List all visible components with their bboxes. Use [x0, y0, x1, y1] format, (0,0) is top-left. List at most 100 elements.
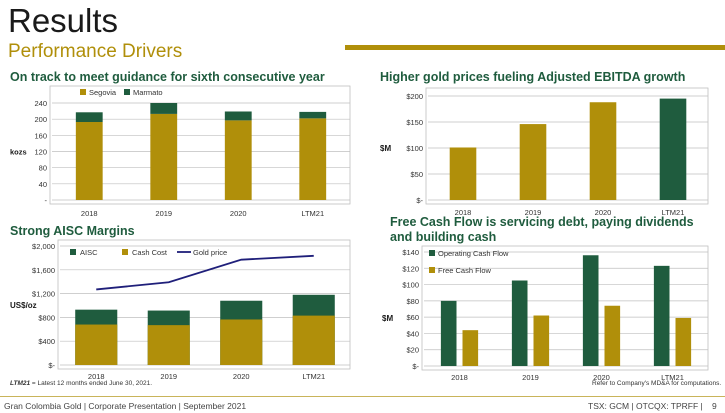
y-axis-label: $M: [382, 314, 393, 323]
x-tick-label: 2020: [230, 209, 247, 218]
x-tick-label: LTM21: [662, 208, 685, 217]
y-tick-label: $800: [38, 313, 55, 322]
y-tick-label: $-: [416, 196, 423, 205]
bar-marmato-ltm21: [299, 111, 327, 119]
y-tick-label: $400: [38, 337, 55, 346]
x-tick-label: LTM21: [301, 209, 324, 218]
x-tick-label: 2019: [522, 373, 539, 382]
x-tick-label: 2019: [155, 209, 172, 218]
ebitda-chart: $- $50 $100 $150 $200 $M 2018 2019 2020 LTM21: [378, 87, 718, 220]
bar-free-cash-flow-2018: [462, 330, 479, 366]
bar-free-cash-flow-2019: [533, 315, 550, 366]
legend-swatch: [122, 249, 128, 255]
y-tick-label: $50: [410, 170, 423, 179]
footer-company: Gran Colombia Gold | Corporate Presentat…: [4, 401, 247, 411]
y-tick-label: 240: [34, 99, 47, 108]
y-tick-label: $40: [406, 329, 419, 338]
bar-segovia-ltm21: [299, 118, 327, 200]
footer-divider: [0, 396, 725, 397]
x-tick-label: 2019: [160, 372, 177, 381]
y-tick-label: 80: [39, 164, 47, 173]
plot-border: [421, 245, 709, 371]
subtitle-divider: [345, 45, 725, 50]
y-tick-label: $100: [402, 281, 419, 290]
aisc-chart: $- $400 $800 $1,200 $1,600 $2,000 US$/oz AISC Ca…: [10, 239, 355, 385]
y-tick-label: 160: [34, 131, 47, 140]
y-tick-label: $-: [48, 361, 55, 370]
bar-ebitda-2018: [449, 147, 477, 200]
y-tick-label: $140: [402, 248, 419, 257]
page-number: 9: [712, 401, 717, 411]
bar-cash-cost-2019: [147, 325, 190, 365]
bar-operating-cash-flow-ltm21: [653, 265, 670, 366]
legend-swatch: [124, 89, 130, 95]
legend-label: Segovia: [89, 88, 117, 97]
y-axis-label: US$/oz: [10, 301, 37, 310]
y-tick-label: $-: [412, 362, 419, 371]
bar-free-cash-flow-2020: [604, 305, 621, 366]
ltm-definition: = Latest 12 months ended June 30, 2021.: [30, 380, 153, 387]
page-title: Results: [8, 2, 119, 39]
aisc-chart-heading: Strong AISC Margins: [10, 224, 135, 238]
legend-label: Free Cash Flow: [438, 266, 492, 275]
legend-swatch: [80, 89, 86, 95]
bar-operating-cash-flow-2020: [582, 255, 599, 366]
y-tick-label: 120: [34, 148, 47, 157]
mdna-footnote: Refer to Company's MD&A for computations…: [592, 380, 722, 387]
x-tick-label: 2018: [88, 372, 105, 381]
ebitda-chart-heading: Higher gold prices fueling Adjusted EBIT…: [380, 70, 686, 84]
bar-segovia-2019: [150, 113, 178, 200]
y-tick-label: $1,200: [32, 290, 55, 299]
y-tick-label: 40: [39, 180, 47, 189]
bar-operating-cash-flow-2019: [511, 280, 528, 366]
y-tick-label: $80: [406, 297, 419, 306]
y-tick-label: 200: [34, 115, 47, 124]
bar-operating-cash-flow-2018: [440, 300, 457, 366]
bar-segovia-2018: [75, 121, 103, 200]
ltm-footnote: LTM21 = Latest 12 months ended June 30, …: [10, 380, 152, 387]
legend-swatch: [429, 267, 435, 273]
bar-segovia-2020: [224, 120, 252, 200]
production-chart-heading: On track to meet guidance for sixth cons…: [10, 70, 325, 84]
plot-border: [49, 85, 351, 205]
ltm-term: LTM21: [10, 380, 31, 387]
x-tick-label: 2019: [525, 208, 542, 217]
legend-swatch: [429, 250, 435, 256]
plot-border: [57, 239, 351, 370]
page-subtitle: Performance Drivers: [8, 41, 183, 62]
fcf-chart-heading: Free Cash Flow is servicing debt, paying…: [390, 215, 694, 244]
line-gold-price: [96, 254, 314, 291]
x-tick-label: 2020: [595, 208, 612, 217]
bar-marmato-2018: [75, 112, 103, 122]
y-tick-label: $1,600: [32, 266, 55, 275]
legend-label: Operating Cash Flow: [438, 249, 509, 258]
production-chart: - 40 80 120 160 200 240 kozs Segovia Marmato 2018 2…: [10, 85, 355, 221]
bar-marmato-2019: [150, 103, 178, 114]
y-tick-label: $150: [406, 118, 423, 127]
legend-label: Marmato: [133, 88, 163, 97]
bar-ebitda-2019: [519, 124, 547, 200]
x-tick-label: 2018: [81, 209, 98, 218]
legend-swatch: [70, 249, 76, 255]
legend-label: AISC: [80, 248, 98, 257]
x-tick-label: 2018: [455, 208, 472, 217]
plot-border: [425, 87, 709, 205]
y-tick-label: $200: [406, 92, 423, 101]
legend-label: Cash Cost: [132, 248, 168, 257]
y-tick-label: $60: [406, 313, 419, 322]
bar-cash-cost-ltm21: [292, 315, 335, 365]
y-axis-label: $M: [380, 144, 391, 153]
x-tick-label: LTM21: [661, 373, 684, 382]
y-tick-label: $120: [402, 264, 419, 273]
y-tick-label: $20: [406, 346, 419, 355]
bar-ebitda-2020: [589, 102, 617, 200]
y-tick-label: $2,000: [32, 242, 55, 251]
x-tick-label: 2020: [593, 373, 610, 382]
footer-tickers: TSX: GCM | OTCQX: TPRFF |: [588, 401, 703, 411]
bar-cash-cost-2020: [220, 319, 263, 365]
bar-free-cash-flow-ltm21: [675, 317, 692, 366]
x-tick-label: 2020: [233, 372, 250, 381]
bar-ebitda-ltm21: [659, 98, 687, 200]
y-tick-label: $100: [406, 144, 423, 153]
fcf-chart: $- $20 $40 $60 $80 $100 $120 $140 $M Operating Ca…: [378, 245, 718, 386]
